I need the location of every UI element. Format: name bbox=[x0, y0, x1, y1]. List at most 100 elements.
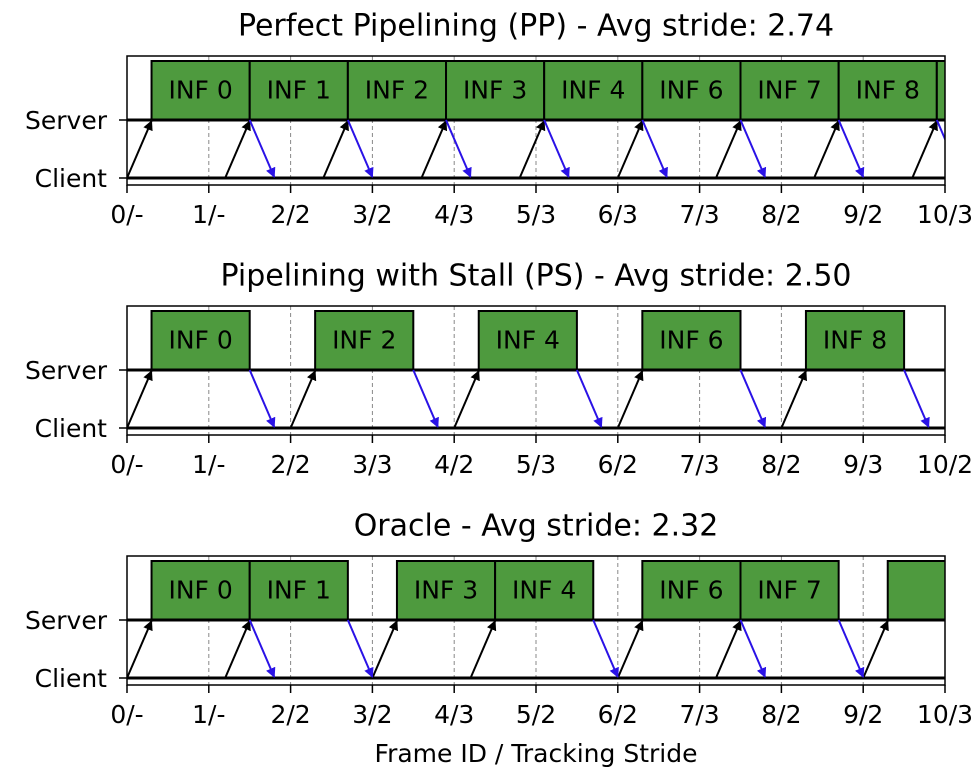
uplink-arrow bbox=[224, 120, 251, 179]
box-label: INF 6 bbox=[659, 576, 723, 605]
downlink-arrow bbox=[739, 369, 767, 428]
x-tick-label: 4/2 bbox=[434, 450, 474, 479]
uplink-arrow bbox=[127, 370, 153, 429]
uplink-arrow bbox=[616, 620, 644, 679]
uplink-arrow bbox=[420, 120, 448, 179]
downlink-arrow bbox=[248, 369, 276, 428]
box-label: INF 2 bbox=[365, 76, 429, 105]
box-label: INF 6 bbox=[659, 76, 723, 105]
downlink-arrow bbox=[248, 119, 276, 178]
inference-box bbox=[804, 310, 906, 371]
panel-title: Pipelining with Stall (PS) - Avg stride:… bbox=[221, 259, 852, 294]
uplink-arrow bbox=[518, 120, 546, 179]
downlink-arrow bbox=[903, 369, 930, 428]
uplink-arrow bbox=[862, 620, 889, 679]
box-label: INF 7 bbox=[757, 76, 821, 105]
inference-box bbox=[641, 310, 742, 371]
y-tick-label: Server bbox=[25, 106, 108, 135]
x-tick-label: 8/2 bbox=[761, 200, 801, 229]
x-tick-label: 8/2 bbox=[761, 700, 801, 729]
inference-box bbox=[886, 560, 945, 621]
x-tick-label: 10/2 bbox=[917, 450, 973, 479]
uplink-arrow bbox=[469, 620, 497, 679]
box-label: INF 8 bbox=[823, 326, 887, 355]
downlink-arrow bbox=[248, 619, 276, 678]
uplink-arrow bbox=[453, 370, 480, 429]
downlink-arrow bbox=[445, 119, 472, 178]
inference-box bbox=[248, 560, 349, 621]
uplink-arrow bbox=[616, 370, 644, 429]
box-label: INF 0 bbox=[168, 76, 232, 105]
x-tick-label: 1/- bbox=[192, 700, 225, 729]
x-tick-label: 1/- bbox=[192, 450, 225, 479]
x-tick-label: 8/2 bbox=[761, 450, 801, 479]
box-label: INF 0 bbox=[168, 576, 232, 605]
box-label: INF 4 bbox=[512, 576, 576, 605]
box-label: INF 2 bbox=[332, 326, 396, 355]
x-tick-label: 4/3 bbox=[434, 700, 474, 729]
x-tick-label: 5/3 bbox=[516, 200, 556, 229]
x-tick-label: 9/3 bbox=[843, 450, 883, 479]
inference-box bbox=[935, 60, 945, 121]
inference-box bbox=[739, 60, 840, 121]
downlink-arrow bbox=[837, 619, 865, 678]
inference-box bbox=[494, 560, 595, 621]
uplink-arrow bbox=[127, 120, 153, 179]
downlink-arrow bbox=[575, 369, 603, 428]
inference-box bbox=[314, 310, 415, 371]
x-tick-label: 10/3 bbox=[917, 200, 973, 229]
downlink-arrow bbox=[739, 119, 767, 178]
downlink-arrow bbox=[837, 119, 865, 178]
downlink-arrow bbox=[412, 369, 439, 428]
x-tick-label: 6/3 bbox=[598, 200, 638, 229]
downlink-arrow bbox=[346, 619, 374, 678]
x-tick-label: 2/2 bbox=[270, 200, 310, 229]
uplink-arrow bbox=[127, 620, 153, 679]
y-tick-label: Server bbox=[25, 606, 108, 635]
x-tick-label: 2/2 bbox=[270, 700, 310, 729]
x-tick-label: 9/2 bbox=[843, 200, 883, 229]
x-tick-label: 0/- bbox=[110, 200, 143, 229]
downlink-arrow bbox=[543, 119, 570, 178]
x-tick-label: 4/3 bbox=[434, 200, 474, 229]
x-tick-label: 3/3 bbox=[352, 450, 392, 479]
inference-box bbox=[395, 560, 497, 621]
box-label: INF 4 bbox=[496, 326, 560, 355]
downlink-arrow bbox=[739, 619, 767, 678]
uplink-arrow bbox=[715, 620, 742, 679]
y-tick-label: Server bbox=[25, 356, 108, 385]
x-tick-label: 3/2 bbox=[352, 700, 392, 729]
box-label: INF 7 bbox=[757, 576, 821, 605]
x-tick-label: 10/3 bbox=[917, 700, 973, 729]
x-tick-label: 6/2 bbox=[598, 450, 638, 479]
uplink-arrow bbox=[780, 370, 807, 429]
panel: INF 0 INF 2 INF 4 INF 6 INF 8 bbox=[127, 306, 945, 435]
box-label: INF 3 bbox=[414, 576, 478, 605]
x-tick-label: 0/- bbox=[110, 700, 143, 729]
uplink-arrow bbox=[911, 120, 938, 179]
box-label: INF 8 bbox=[856, 76, 920, 105]
box-label: INF 0 bbox=[168, 326, 232, 355]
x-tick-label: 7/3 bbox=[679, 200, 719, 229]
x-tick-label: 7/3 bbox=[679, 700, 719, 729]
box-label: INF 4 bbox=[561, 76, 625, 105]
y-tick-label: Client bbox=[35, 414, 108, 443]
x-tick-label: 3/2 bbox=[352, 200, 392, 229]
panel: INF 0 INF 1 INF 2 INF 3 INF 4 INF 6 INF 7 INF 8 bbox=[127, 56, 945, 185]
inference-box bbox=[477, 310, 578, 371]
downlink-arrow bbox=[641, 119, 668, 178]
x-tick-label: 9/2 bbox=[843, 700, 883, 729]
uplink-arrow bbox=[289, 370, 317, 429]
uplink-arrow bbox=[371, 620, 398, 679]
downlink-arrow bbox=[935, 119, 945, 142]
y-tick-label: Client bbox=[35, 664, 108, 693]
x-axis-label: Frame ID / Tracking Stride bbox=[375, 739, 698, 768]
x-tick-label: 1/- bbox=[192, 200, 225, 229]
uplink-arrow bbox=[322, 120, 349, 179]
downlink-arrow bbox=[592, 619, 619, 678]
downlink-arrow bbox=[346, 119, 374, 178]
box-label: INF 6 bbox=[659, 326, 723, 355]
uplink-arrow bbox=[224, 620, 251, 679]
uplink-arrow bbox=[616, 120, 644, 179]
